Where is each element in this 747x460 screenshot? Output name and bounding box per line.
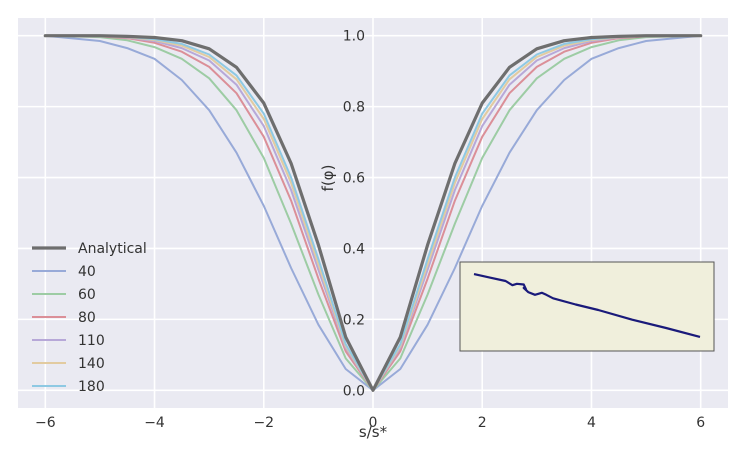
x-tick-label: 0	[369, 415, 378, 431]
y-tick-label: 0.4	[343, 241, 365, 257]
y-tick-label: 0.0	[343, 383, 365, 399]
legend-label: 140	[78, 356, 105, 372]
x-tick-label: −6	[35, 415, 56, 431]
y-tick-label: 0.2	[343, 312, 365, 328]
y-tick-label: 0.6	[343, 171, 365, 187]
series-layer	[43, 34, 703, 392]
x-tick-label: −4	[144, 415, 165, 431]
x-tick-label: 6	[696, 415, 705, 431]
x-tick-label: 4	[587, 415, 596, 431]
legend-label: 80	[78, 310, 96, 326]
series-line-analytical	[43, 34, 703, 392]
legend-label: 110	[78, 333, 105, 349]
y-tick-label: 1.0	[343, 29, 365, 45]
legend-label: 180	[78, 379, 105, 395]
x-tick-label: 2	[478, 415, 487, 431]
y-axis-label: f(φ)	[319, 165, 337, 192]
x-tick-label: −2	[253, 415, 274, 431]
inset-plot	[459, 261, 715, 352]
x-tick-labels: −6 −4 −2 0 2 4 6	[35, 415, 705, 431]
inset-line	[473, 273, 701, 338]
legend-label: 60	[78, 287, 96, 303]
legend-label: Analytical	[78, 241, 147, 257]
y-tick-labels: 0.0 0.2 0.4 0.6 0.8 1.0	[343, 29, 365, 400]
legend: Analytical 40 60 80 110 140 180	[32, 241, 147, 395]
x-axis-label: s/s*	[359, 423, 388, 441]
grid	[18, 18, 728, 408]
y-tick-label: 0.8	[343, 100, 365, 116]
legend-label: 40	[78, 264, 96, 280]
